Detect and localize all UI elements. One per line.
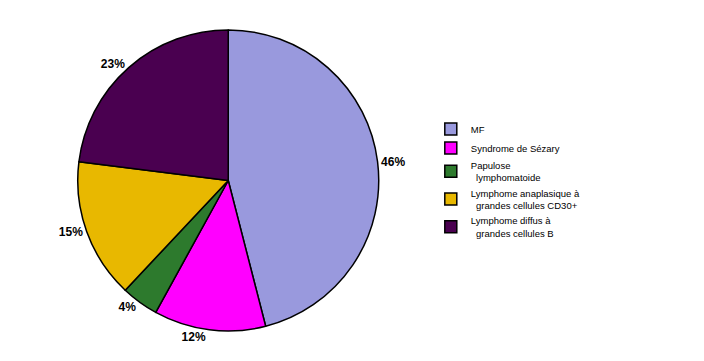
- svg-text:4%: 4%: [119, 300, 137, 314]
- svg-text:MF: MF: [471, 124, 485, 135]
- svg-text:15%: 15%: [59, 225, 83, 239]
- svg-text:Lymphome diffus à grandes cel: Lymphome diffus à grandes cellules B: [471, 215, 554, 238]
- svg-text:Papulose lymphomatoide: Papulose lymphomatoide: [471, 160, 541, 183]
- svg-text:Lymphome anaplasique à grande: Lymphome anaplasique à grandes cellules …: [471, 188, 580, 211]
- svg-text:12%: 12%: [182, 330, 206, 344]
- svg-text:46%: 46%: [381, 155, 405, 169]
- svg-text:23%: 23%: [101, 57, 125, 71]
- svg-text:Syndrome de Sézary: Syndrome de Sézary: [471, 143, 560, 154]
